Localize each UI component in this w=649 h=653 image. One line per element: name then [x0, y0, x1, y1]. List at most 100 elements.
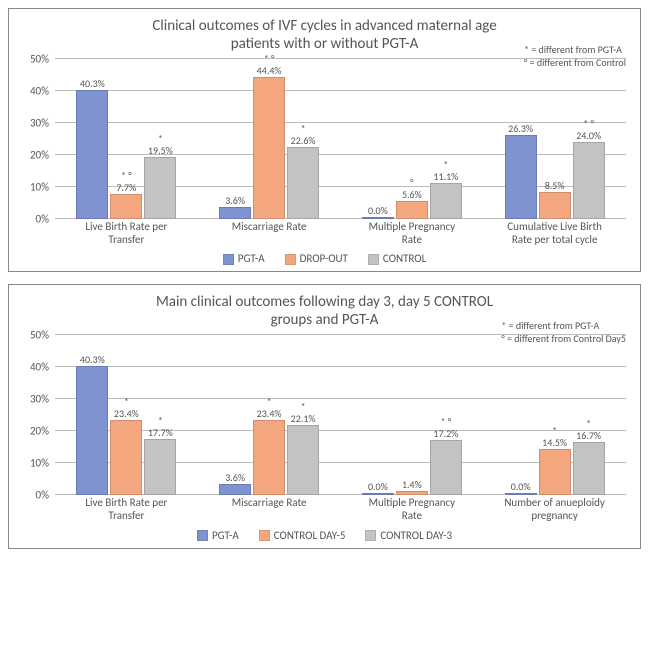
bar: 14.5%*: [539, 449, 571, 495]
y-tick-label: 30%: [30, 393, 49, 406]
bar-group: 40.3% 7.7%* ° 19.5%*: [55, 59, 198, 219]
legend-item: CONTROL DAY-3: [365, 529, 452, 542]
bar: 17.7%*: [144, 439, 176, 496]
legend-item: DROP-OUT: [285, 252, 348, 265]
bar-significance-mark: *: [586, 417, 591, 430]
bar: 17.2%* °: [430, 440, 462, 495]
x-category-label: Miscarriage Rate: [198, 495, 341, 522]
bar-value-label: 40.3%: [80, 77, 105, 90]
bar: 40.3%: [76, 366, 108, 495]
bar-significance-mark: *: [124, 395, 129, 408]
legend-1: PGT-A DROP-OUT CONTROL: [19, 252, 630, 265]
legend-label: PGT-A: [212, 529, 239, 542]
legend-swatch: [368, 254, 379, 265]
bar-significance-mark: *: [158, 414, 163, 427]
x-category-label: Live Birth Rate perTransfer: [55, 495, 198, 522]
y-tick-label: 20%: [30, 149, 49, 162]
legend-swatch: [197, 530, 208, 541]
bar-value-label: 26.3%: [508, 122, 533, 135]
y-tick-label: 40%: [30, 361, 49, 374]
bar-value-label: 17.2%: [433, 427, 458, 440]
y-tick-label: 20%: [30, 425, 49, 438]
bar-value-label: 8.5%: [545, 179, 565, 192]
bar-value-label: 3.6%: [225, 471, 245, 484]
x-category-label: Live Birth Rate perTransfer: [55, 219, 198, 246]
x-category-label: Multiple PregnancyRate: [341, 219, 484, 246]
x-category-label: Number of anueploidypregnancy: [483, 495, 626, 522]
bar-value-label: 0.0%: [511, 480, 531, 493]
bar-significance-mark: * °: [121, 169, 132, 182]
bar-value-label: 24.0%: [576, 129, 601, 142]
bar-value-label: 14.5%: [542, 436, 567, 449]
legend-label: CONTROL: [383, 252, 426, 265]
bar-significance-mark: *: [552, 424, 557, 437]
x-category-label: Multiple PregnancyRate: [341, 495, 484, 522]
bar-significance-mark: * °: [441, 415, 452, 428]
bar-significance-mark: * °: [583, 117, 594, 130]
bar-significance-mark: *: [267, 395, 272, 408]
legend-item: CONTROL DAY-5: [259, 529, 346, 542]
bar-value-label: 1.4%: [402, 478, 422, 491]
bar-group: 0.0% 1.4% 17.2%* °: [341, 335, 484, 495]
title-line: Clinical outcomes of IVF cycles in advan…: [152, 17, 496, 35]
bar: 26.3%: [505, 135, 537, 219]
x-axis-labels-2: Live Birth Rate perTransferMiscarriage R…: [55, 495, 626, 522]
bar-group: 3.6%44.4%* °22.6%*: [198, 59, 341, 219]
bar-group: 0.0%5.6%°11.1%*: [341, 59, 484, 219]
y-tick-label: 10%: [30, 181, 49, 194]
y-tick-label: 50%: [30, 53, 49, 66]
y-tick-label: 50%: [30, 329, 49, 342]
bar-significance-mark: *: [158, 132, 163, 145]
bar: 5.6%°: [396, 201, 428, 219]
bar-group: 3.6%23.4%*22.1%*: [198, 335, 341, 495]
x-category-label: Miscarriage Rate: [198, 219, 341, 246]
bar: 0.0%: [505, 493, 537, 495]
bar: 23.4%*: [253, 420, 285, 495]
bar-group: 26.3%8.5%24.0%* °: [483, 59, 626, 219]
bar-value-label: 23.4%: [114, 407, 139, 420]
legend-label: PGT-A: [238, 252, 265, 265]
bar: 22.6%*: [287, 147, 319, 219]
y-tick-label: 0%: [36, 489, 49, 502]
bar-value-label: 17.7%: [148, 426, 173, 439]
bar-value-label: 0.0%: [368, 204, 388, 217]
chart-1: Clinical outcomes of IVF cycles in advan…: [8, 8, 641, 272]
legend-swatch: [223, 254, 234, 265]
bar: 22.1%*: [287, 425, 319, 496]
legend-swatch: [259, 530, 270, 541]
x-category-label: Cumulative Live BirthRate per total cycl…: [483, 219, 626, 246]
bar-value-label: 7.7%: [116, 181, 136, 194]
bar-value-label: 40.3%: [80, 353, 105, 366]
bar: 16.7%*: [573, 442, 605, 495]
legend-item: PGT-A: [223, 252, 265, 265]
legend-label: CONTROL DAY-5: [274, 529, 346, 542]
title-line: patients with or without PGT-A: [231, 35, 419, 53]
bar: 24.0%* °: [573, 142, 605, 219]
bar: 44.4%* °: [253, 77, 285, 219]
bar-value-label: 3.6%: [225, 194, 245, 207]
bar: 40.3%: [76, 90, 108, 219]
bar: 0.0%: [362, 217, 394, 219]
bar: 3.6%: [219, 207, 251, 219]
legend-label: CONTROL DAY-3: [380, 529, 452, 542]
bar: 23.4%*: [110, 420, 142, 495]
legend-note-line: * = different from PGT-A: [524, 43, 626, 56]
plot-area-2: 0%10%20%30%40%50%40.3%23.4%*17.7%*3.6%23…: [55, 335, 626, 495]
bar-significance-mark: *: [443, 158, 448, 171]
bar-value-label: 16.7%: [576, 429, 601, 442]
bar-value-label: 11.1%: [433, 170, 458, 183]
legend-2: PGT-A CONTROL DAY-5 CONTROL DAY-3: [19, 529, 630, 542]
bar-value-label: 22.6%: [291, 134, 316, 147]
bar-significance-mark: °: [410, 176, 413, 189]
bar: 0.0%: [362, 493, 394, 495]
bar-group: 0.0%14.5%*16.7%*: [483, 335, 626, 495]
bar: 19.5%*: [144, 157, 176, 219]
bar: 8.5%: [539, 192, 571, 219]
legend-item: CONTROL: [368, 252, 426, 265]
bar-significance-mark: *: [301, 122, 306, 135]
bar-value-label: 22.1%: [291, 412, 316, 425]
bar-value-label: 19.5%: [148, 144, 173, 157]
bar-value-label: 44.4%: [257, 64, 282, 77]
y-tick-label: 30%: [30, 117, 49, 130]
bar-value-label: 0.0%: [368, 480, 388, 493]
